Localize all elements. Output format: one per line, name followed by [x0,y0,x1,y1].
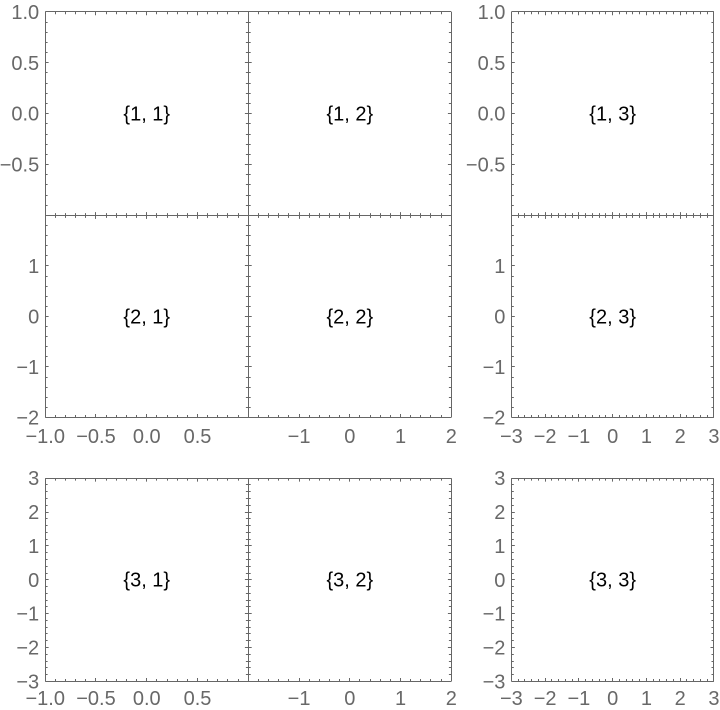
svg-text:−1: −1 [483,357,506,379]
svg-text:{3, 1}: {3, 1} [123,570,170,592]
svg-text:0: 0 [28,306,39,328]
svg-text:0.5: 0.5 [478,53,506,75]
svg-text:3: 3 [708,426,719,448]
svg-text:{2, 2}: {2, 2} [326,306,373,328]
svg-text:−1: −1 [288,688,311,710]
svg-text:0: 0 [344,688,355,710]
svg-text:−3: −3 [500,688,523,710]
svg-text:0.5: 0.5 [184,688,212,710]
svg-text:1.0: 1.0 [478,2,506,24]
svg-text:0.5: 0.5 [11,53,39,75]
svg-text:−2: −2 [16,407,39,429]
svg-text:1: 1 [28,256,39,278]
svg-text:0.5: 0.5 [184,426,212,448]
svg-text:−2: −2 [534,426,557,448]
svg-text:0: 0 [607,426,618,448]
svg-text:−1: −1 [288,426,311,448]
svg-text:0.0: 0.0 [11,104,39,126]
svg-text:−1: −1 [567,688,590,710]
svg-text:0: 0 [494,306,505,328]
svg-text:{2, 1}: {2, 1} [123,306,170,328]
svg-text:3: 3 [708,688,719,710]
svg-text:−1: −1 [16,604,39,626]
svg-text:0: 0 [607,688,618,710]
svg-text:0: 0 [28,570,39,592]
svg-text:{2, 3}: {2, 3} [589,306,636,328]
svg-text:1: 1 [395,688,406,710]
svg-text:−3: −3 [500,426,523,448]
svg-text:3: 3 [494,468,505,490]
svg-text:−0.5: −0.5 [466,155,505,177]
svg-text:−2: −2 [16,638,39,660]
svg-text:{3, 3}: {3, 3} [589,570,636,592]
svg-text:0.0: 0.0 [133,426,161,448]
svg-text:−3: −3 [483,671,506,693]
svg-text:{1, 2}: {1, 2} [326,104,373,126]
svg-text:2: 2 [675,688,686,710]
svg-text:−0.5: −0.5 [76,688,115,710]
svg-text:2: 2 [446,426,457,448]
svg-text:−1: −1 [16,357,39,379]
svg-text:1: 1 [494,256,505,278]
svg-text:0: 0 [344,426,355,448]
svg-text:1: 1 [28,536,39,558]
svg-text:0.0: 0.0 [133,688,161,710]
svg-text:0.0: 0.0 [478,104,506,126]
svg-text:−3: −3 [16,671,39,693]
svg-text:2: 2 [28,502,39,524]
svg-text:−0.5: −0.5 [76,426,115,448]
svg-text:−1.0: −1.0 [25,688,64,710]
svg-text:{3, 2}: {3, 2} [326,570,373,592]
svg-text:3: 3 [28,468,39,490]
svg-text:−2: −2 [483,407,506,429]
svg-text:−2: −2 [534,688,557,710]
svg-text:2: 2 [675,426,686,448]
svg-text:−0.5: −0.5 [0,155,39,177]
svg-text:{1, 1}: {1, 1} [123,104,170,126]
svg-text:−2: −2 [483,638,506,660]
svg-text:1: 1 [494,536,505,558]
svg-text:{1, 3}: {1, 3} [589,104,636,126]
svg-text:1: 1 [641,426,652,448]
svg-text:1: 1 [395,426,406,448]
svg-text:2: 2 [446,688,457,710]
svg-text:−1: −1 [567,426,590,448]
svg-text:−1.0: −1.0 [25,426,64,448]
svg-text:0: 0 [494,570,505,592]
svg-text:−1: −1 [483,604,506,626]
svg-text:1: 1 [641,688,652,710]
svg-text:1.0: 1.0 [11,2,39,24]
svg-text:2: 2 [494,502,505,524]
